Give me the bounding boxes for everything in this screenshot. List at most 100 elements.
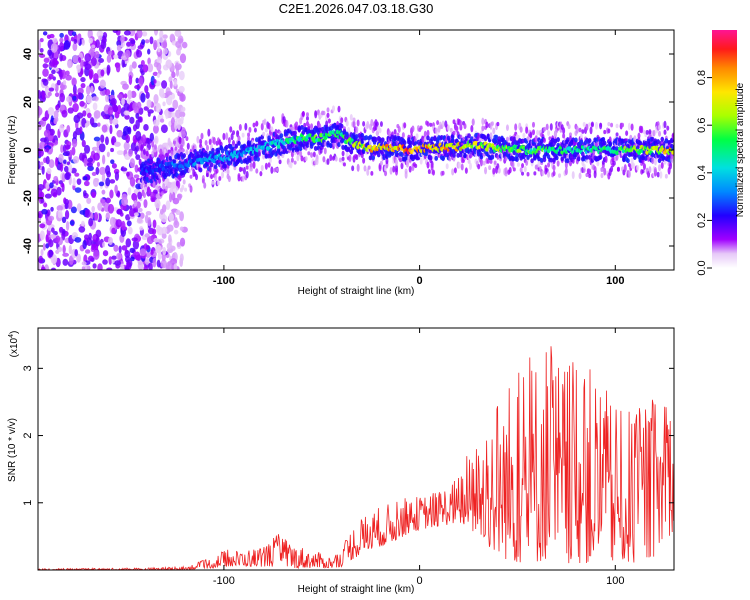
y-tick-label: 20 [22, 96, 34, 108]
heatmap-cell [98, 57, 105, 63]
heatmap-cell [186, 163, 191, 168]
heatmap-cell [220, 148, 225, 154]
heatmap-cell [205, 144, 209, 151]
heatmap-cell [171, 71, 176, 79]
heatmap-cell [40, 197, 45, 204]
heatmap-cell [424, 151, 429, 157]
heatmap-cell [59, 32, 64, 38]
heatmap-cell [114, 260, 122, 266]
heatmap-cell [143, 106, 149, 111]
heatmap-cell [525, 126, 529, 134]
spectrogram-axes: -100 0 100 -40 -20 0 20 40 [22, 29, 674, 287]
heatmap-cell [79, 126, 83, 134]
heatmap-cell [48, 249, 54, 258]
heatmap-cell [162, 47, 168, 55]
heatmap-cell [248, 126, 252, 133]
heatmap-cell [106, 54, 112, 63]
heatmap-cell [299, 150, 303, 157]
heatmap-cell [587, 138, 592, 144]
heatmap-cell [650, 152, 655, 158]
heatmap-cell [114, 171, 120, 181]
heatmap-cell [132, 102, 138, 111]
heatmap-cell [227, 175, 231, 183]
heatmap-cell [368, 139, 372, 147]
heatmap-cell [76, 64, 81, 73]
heatmap-cell [89, 117, 95, 126]
heatmap-cell [166, 95, 173, 106]
heatmap-cell [615, 123, 619, 129]
heatmap-cell [547, 170, 551, 178]
heatmap-cell [152, 189, 158, 194]
heatmap-cell [131, 237, 139, 242]
heatmap-cell [47, 107, 55, 116]
heatmap-cell [162, 34, 168, 39]
heatmap-cell [50, 227, 55, 233]
heatmap-cell [177, 194, 182, 201]
heatmap-cell [176, 153, 181, 159]
heatmap-cell [547, 130, 551, 136]
heatmap-cell [159, 88, 165, 93]
heatmap-cell [579, 139, 584, 145]
heatmap-cell [177, 180, 181, 189]
heatmap-cell [181, 130, 187, 138]
heatmap-cell [449, 127, 453, 133]
heatmap-cell [160, 92, 166, 99]
heatmap-cell [664, 138, 669, 144]
heatmap-cell [43, 57, 50, 64]
heatmap-cell [161, 204, 167, 213]
heatmap-cell [42, 63, 49, 69]
heatmap-cell [253, 127, 257, 133]
heatmap-cell [115, 62, 121, 73]
heatmap-cell [128, 74, 133, 85]
heatmap-cell [229, 126, 233, 133]
snr-scale-note: (x104) [8, 331, 20, 358]
heatmap-cell [436, 120, 440, 126]
heatmap-cell [161, 232, 167, 239]
heatmap-cell [105, 136, 109, 146]
heatmap-cell [70, 36, 75, 42]
heatmap-cell [40, 249, 44, 256]
heatmap-cell [64, 210, 70, 220]
heatmap-cell [159, 118, 165, 123]
heatmap-cell [241, 132, 245, 138]
heatmap-cell [450, 138, 455, 144]
heatmap-cell [117, 93, 123, 99]
heatmap-cell [195, 173, 199, 181]
heatmap-cell [256, 156, 260, 162]
spectrogram-y-label: Frequency (Hz) [7, 116, 18, 185]
heatmap-cell [301, 111, 305, 118]
heatmap-cell [326, 112, 330, 118]
heatmap-cell [62, 80, 67, 86]
heatmap-cell [326, 140, 330, 146]
heatmap-cell [395, 164, 399, 173]
heatmap-cell [58, 153, 64, 163]
heatmap-cell [408, 143, 413, 149]
heatmap-cell [126, 262, 130, 269]
heatmap-cell [123, 93, 128, 99]
heatmap-cell [645, 129, 649, 135]
heatmap-cell [43, 129, 51, 138]
heatmap-cell [63, 40, 71, 50]
heatmap-cell [247, 132, 251, 137]
heatmap-cell [52, 37, 58, 44]
heatmap-cell [170, 183, 177, 189]
heatmap-cell [345, 119, 349, 127]
heatmap-cell [99, 79, 106, 89]
heatmap-cell [82, 239, 87, 250]
heatmap-cell [574, 137, 578, 143]
heatmap-cell [656, 139, 660, 145]
heatmap-cell [48, 87, 55, 92]
heatmap-cell [45, 146, 49, 153]
heatmap-cell [101, 124, 108, 133]
heatmap-cell [84, 53, 92, 63]
heatmap-cell [575, 125, 579, 134]
heatmap-cell [153, 144, 157, 150]
heatmap-cell [90, 57, 97, 67]
heatmap-cell [108, 236, 113, 246]
heatmap-cell [162, 41, 168, 49]
heatmap-cell [58, 226, 64, 233]
heatmap-cell [182, 153, 186, 159]
heatmap-cell [61, 109, 68, 118]
heatmap-cell [460, 163, 464, 171]
